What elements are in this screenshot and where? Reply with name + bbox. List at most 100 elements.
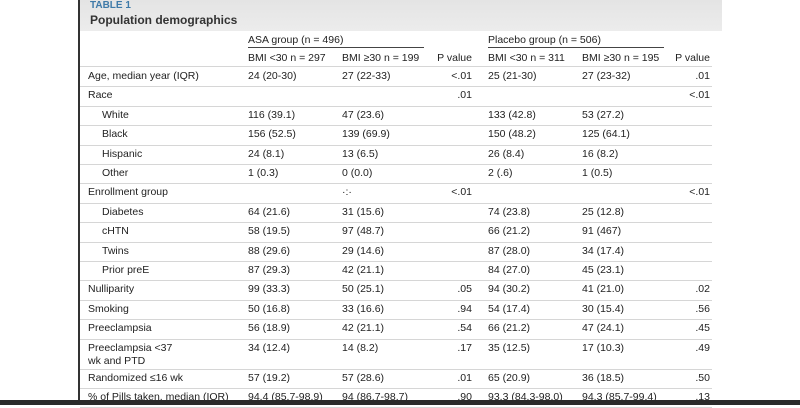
p-value-cell: .01 (695, 70, 710, 82)
value-cell: 0 (0.0) (342, 167, 373, 179)
value-cell: 16 (8.2) (582, 147, 619, 160)
value-cell: 47 (24.1) (582, 322, 625, 335)
row-label: Race (88, 89, 113, 102)
value-cell: 45 (23.1) (582, 264, 625, 276)
value-cell: 116 (39.1) (248, 108, 296, 121)
p-value-cell: <.01 (689, 186, 710, 199)
value-cell: 27 (22-33) (342, 70, 391, 82)
group-header-placebo: Placebo group (n = 506) (488, 34, 601, 46)
table-title: Population demographics (90, 13, 238, 27)
table-label: TABLE 1 (90, 0, 131, 11)
value-cell: 56 (18.9) (248, 322, 291, 335)
table-frame: TABLE 1 Population demographics ASA grou… (78, 0, 722, 408)
value-cell: 94 (30.2) (488, 283, 531, 296)
bottom-bar (0, 400, 800, 405)
value-cell: 25 (21-30) (488, 70, 537, 82)
value-cell: 57 (19.2) (248, 371, 291, 384)
table-row: Twins 88 (29.6) 29 (14.6) 87 (28.0) 34 (17.4… (80, 242, 712, 262)
p-value-cell: <.01 (689, 89, 710, 102)
p-value-cell: .49 (695, 341, 710, 354)
group-header-asa: ASA group (n = 496) (248, 34, 344, 46)
value-cell: 54 (17.4) (488, 302, 531, 315)
value-cell: 87 (29.3) (248, 264, 291, 276)
table-row: % of Pills taken, median (IQR) 94.4 (85.7… (80, 388, 712, 408)
row-label: Black (102, 128, 128, 141)
table-row: Age, median year (IQR) 24 (20-30) 27 (22-3… (80, 67, 712, 88)
table-row: Race .01 <.01 (80, 86, 712, 107)
table-row: Nulliparity 99 (33.3) 50 (25.1) .05 94 (30.2… (80, 280, 712, 301)
value-cell: 24 (8.1) (248, 147, 285, 160)
row-label: Prior preE (102, 264, 150, 276)
value-cell: 29 (14.6) (342, 244, 385, 257)
value-cell: 34 (17.4) (582, 244, 625, 257)
value-cell: 33 (16.6) (342, 302, 385, 315)
row-label: Age, median year (IQR) (88, 70, 199, 82)
value-cell: 17 (10.3) (582, 341, 625, 354)
value-cell: 97 (48.7) (342, 225, 385, 238)
value-cell: 50 (25.1) (342, 283, 385, 296)
value-cell: 34 (12.4) (248, 341, 291, 354)
row-label: White (102, 108, 129, 121)
table-row: Preeclampsia <37 wk and PTD 34 (12.4) 14 (8… (80, 339, 712, 370)
value-cell: 13 (6.5) (342, 147, 379, 160)
value-cell: 58 (19.5) (248, 225, 291, 238)
p-value-cell: <.01 (451, 186, 472, 199)
value-cell: 1 (0.5) (582, 167, 613, 179)
row-label: Hispanic (102, 147, 143, 160)
column-header: BMI ≥30 n = 199 (342, 52, 420, 64)
table-row: Preeclampsia 56 (18.9) 42 (21.1) .54 66 (21.… (80, 319, 712, 340)
table-row: Enrollment group ·:· <.01 <.01 (80, 183, 712, 204)
p-value-cell: <.01 (451, 70, 472, 82)
p-value-cell: .17 (457, 341, 472, 354)
p-value-cell: .01 (457, 89, 472, 102)
table-row: Other 1 (0.3) 0 (0.0) 2 (.6) 1 (0.5) (80, 164, 712, 185)
value-cell: 25 (12.8) (582, 205, 625, 218)
value-cell: 31 (15.6) (342, 205, 385, 218)
p-value-cell: .05 (457, 283, 472, 296)
column-header: P value (437, 52, 472, 64)
value-cell: 125 (64.1) (582, 128, 630, 141)
column-header: BMI ≥30 n = 195 (582, 52, 660, 64)
value-cell: 66 (21.2) (488, 322, 531, 335)
table-row: White 116 (39.1) 47 (23.6) 133 (42.8) 53 (27… (80, 106, 712, 127)
row-label: Nulliparity (88, 283, 135, 296)
value-cell: 91 (467) (582, 225, 622, 238)
value-cell: ·:· (342, 186, 352, 199)
table-row: Diabetes 64 (21.6) 31 (15.6) 74 (23.8) 25 (1… (80, 203, 712, 224)
group-underline (248, 47, 424, 48)
table-row: Randomized ≤16 wk 57 (19.2) 57 (28.6) .01 65… (80, 369, 712, 389)
row-label: cHTN (102, 225, 129, 238)
value-cell: 26 (8.4) (488, 147, 525, 160)
value-cell: 84 (27.0) (488, 264, 531, 276)
row-label: Enrollment group (88, 186, 168, 199)
p-value-cell: .01 (457, 371, 472, 384)
value-cell: 2 (.6) (488, 167, 513, 179)
value-cell: 30 (15.4) (582, 302, 625, 315)
value-cell: 53 (27.2) (582, 108, 625, 121)
table-row: Hispanic 24 (8.1) 13 (6.5) 26 (8.4) 16 (8.2) (80, 145, 712, 165)
group-underline (488, 47, 664, 48)
row-label-continued: wk and PTD (88, 354, 146, 367)
value-cell: 64 (21.6) (248, 205, 291, 218)
p-value-cell: .45 (695, 322, 710, 335)
value-cell: 87 (28.0) (488, 244, 531, 257)
table-row: cHTN 58 (19.5) 97 (48.7) 66 (21.2) 91 (467) (80, 222, 712, 243)
value-cell: 1 (0.3) (248, 167, 279, 179)
table-header-band: TABLE 1 Population demographics (80, 0, 722, 31)
value-cell: 139 (69.9) (342, 128, 390, 141)
value-cell: 65 (20.9) (488, 371, 531, 384)
value-cell: 133 (42.8) (488, 108, 536, 121)
column-header: P value (675, 52, 710, 64)
row-label: Twins (102, 244, 129, 257)
value-cell: 36 (18.5) (582, 371, 625, 384)
value-cell: 14 (8.2) (342, 341, 379, 354)
row-label: Randomized ≤16 wk (88, 371, 184, 384)
value-cell: 88 (29.6) (248, 244, 291, 257)
value-cell: 99 (33.3) (248, 283, 291, 296)
value-cell: 35 (12.5) (488, 341, 531, 354)
value-cell: 41 (21.0) (582, 283, 625, 296)
value-cell: 150 (48.2) (488, 128, 536, 141)
p-value-cell: .50 (695, 371, 710, 384)
value-cell: 66 (21.2) (488, 225, 531, 238)
row-label: Preeclampsia (88, 322, 152, 335)
